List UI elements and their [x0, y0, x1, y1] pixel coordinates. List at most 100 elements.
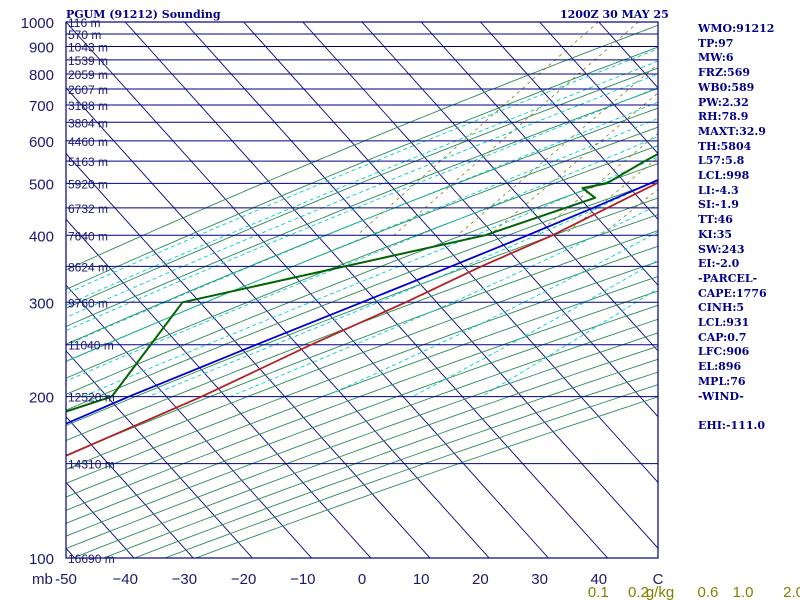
height-label: 5920 m	[68, 177, 108, 191]
moist-adiabat-line	[66, 86, 658, 332]
height-label: 3804 m	[68, 116, 108, 130]
dry-adiabat-line	[66, 197, 658, 427]
index-row: SW:243	[698, 242, 745, 256]
index-row: TP:97	[698, 36, 734, 50]
dry-adiabat-line	[66, 304, 658, 524]
isotherm-line	[480, 22, 658, 221]
indices-panel: WMO:91212 TP:97 MW:6 FRZ:569 WB0:589 PW:2.32 R…	[698, 22, 798, 434]
pressure-tick-label: 700	[29, 98, 54, 115]
moist-adiabat-line	[66, 101, 658, 346]
dry-adiabat-line	[66, 24, 658, 271]
height-label: 1043 m	[68, 41, 108, 55]
background-grid	[0, 22, 658, 558]
dry-adiabat-line	[66, 180, 658, 411]
dry-adiabat-line	[66, 276, 658, 498]
height-label: 11040 m	[68, 339, 114, 353]
pressure-tick-label: 800	[29, 67, 54, 84]
mixing-ratio-unit: g/kg	[646, 584, 674, 600]
temperature-tick-label: 30	[531, 571, 548, 588]
mixing-ratio-label: 0.1	[588, 584, 609, 600]
isotherm-line	[124, 22, 608, 558]
height-label: 14310 m	[68, 458, 115, 472]
index-row: -WIND-	[698, 389, 744, 403]
height-label: 2059 m	[68, 68, 108, 82]
index-row: LCL:931	[698, 316, 750, 330]
dry-adiabat-line	[66, 245, 658, 470]
index-row: FRZ:569	[698, 66, 751, 80]
moist-adiabat-line	[82, 156, 658, 398]
isotherm-line	[66, 350, 253, 558]
axis-labels: 16690 m 14310 m 12520 m 11040 m 9760 m 8624 m…	[21, 15, 800, 600]
mixing-ratio-label: 2.0	[783, 584, 800, 600]
temperature-tick-label: −10	[290, 571, 315, 588]
temperature-tick-label: −20	[231, 571, 256, 588]
isotherm-line	[0, 22, 16, 558]
isotherm-line	[66, 218, 372, 558]
isotherm-line	[66, 152, 431, 558]
pressure-tick-label: 500	[29, 176, 54, 193]
moist-adiabat-line	[66, 117, 658, 363]
isotherm-line	[66, 415, 194, 558]
index-row: WB0:589	[698, 80, 755, 94]
sounding-profiles	[66, 152, 658, 457]
index-row: TT:46	[698, 213, 733, 227]
moist-adiabat-line	[147, 179, 658, 398]
mixing-ratio-label: 0.6	[698, 584, 719, 600]
index-row: LCL:998	[698, 169, 750, 183]
mixing-ratio-label: 1.0	[733, 584, 754, 600]
pressure-tick-label: 900	[29, 40, 54, 57]
height-label: 570 m	[68, 28, 101, 42]
pressure-tick-label: 200	[29, 390, 54, 407]
height-label: 12520 m	[68, 391, 115, 405]
isotherm-line	[66, 284, 312, 558]
time-title: 1200Z 30 MAY 25	[560, 8, 669, 21]
dry-adiabat-line	[66, 214, 658, 442]
dry-adiabat-line	[66, 290, 658, 511]
index-row: MPL:76	[698, 374, 746, 388]
moist-adiabat-line	[229, 204, 658, 398]
temperature-curve	[66, 181, 658, 457]
height-label: 3188 m	[68, 99, 108, 113]
dry-adiabat-line	[66, 67, 658, 309]
index-row: CAP:0.7	[698, 330, 747, 344]
index-row: MW:6	[698, 51, 734, 65]
isotherm-line	[539, 22, 658, 155]
mixing-ratio-label: 0.2	[628, 584, 649, 600]
index-row: RH:78.9	[698, 110, 749, 124]
isotherm-line	[66, 22, 549, 558]
isotherm-line	[361, 22, 658, 352]
pressure-unit-label: mb	[32, 571, 53, 588]
dry-adiabat-line	[102, 358, 658, 558]
dry-adiabat-line	[71, 345, 658, 558]
height-label: 4460 m	[68, 135, 108, 149]
isotherm-line	[243, 22, 658, 484]
index-row: EI:-2.0	[698, 257, 740, 271]
height-label: 8624 m	[68, 260, 108, 274]
index-row: PW:2.32	[698, 95, 749, 109]
height-label: 7640 m	[68, 229, 108, 243]
dry-adiabat-line	[66, 46, 658, 290]
index-row: CINH:5	[698, 301, 745, 315]
dry-adiabat-line	[66, 145, 658, 379]
index-row: -PARCEL-	[698, 271, 758, 285]
height-label: 5163 m	[68, 155, 108, 169]
index-row: LI:-4.3	[698, 183, 739, 197]
plot-frame	[65, 21, 659, 559]
index-row: EL:896	[698, 360, 742, 374]
dry-adiabat-line	[66, 318, 658, 537]
index-row: MAXT:32.9	[698, 124, 766, 138]
temperature-tick-label: 40	[590, 571, 607, 588]
temperature-tick-label: 10	[413, 571, 430, 588]
dry-adiabat-line	[66, 163, 658, 395]
index-row: EHI:-111.0	[698, 418, 765, 432]
index-row: LFC:906	[698, 345, 750, 359]
height-label: 9760 m	[68, 296, 108, 310]
temperature-tick-label: −30	[172, 571, 197, 588]
isotherm-line	[420, 22, 658, 286]
dry-adiabat-line	[66, 332, 658, 550]
index-row: TH:5804	[698, 139, 752, 153]
pressure-tick-label: 1000	[21, 15, 54, 32]
temperature-tick-label: -50	[55, 571, 77, 588]
height-label: 116 m	[68, 16, 100, 30]
